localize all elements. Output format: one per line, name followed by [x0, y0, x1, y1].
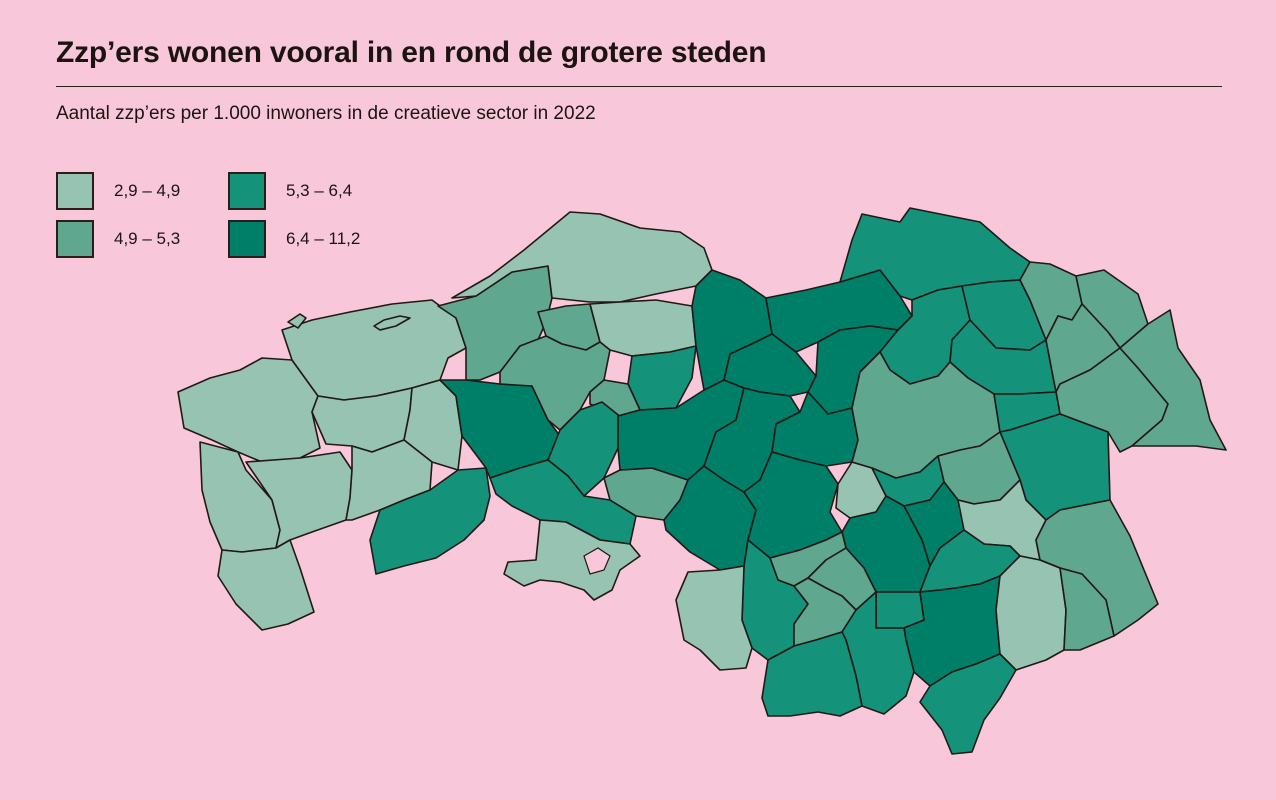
- municipality[interactable]: [217, 539, 315, 631]
- legend-swatch-class-4: [228, 220, 266, 258]
- island: [287, 313, 307, 329]
- municipality[interactable]: [675, 565, 753, 671]
- legend-item-class-4: 6,4 – 11,2: [228, 220, 548, 260]
- municipality[interactable]: [1039, 559, 1115, 651]
- legend-swatch-class-2: [56, 220, 94, 258]
- legend-label-class-1: 2,9 – 4,9: [114, 181, 181, 200]
- map-subtitle: Aantal zzp’ers per 1.000 inwoners in de …: [56, 103, 596, 124]
- municipality[interactable]: [627, 345, 697, 411]
- municipality[interactable]: [489, 459, 637, 545]
- map-title: Zzp’ers wonen vooral in en rond de grote…: [56, 36, 767, 69]
- municipality[interactable]: [245, 451, 353, 549]
- legend-item-class-3: 5,3 – 6,4: [228, 172, 548, 212]
- municipality[interactable]: [995, 555, 1067, 671]
- municipality[interactable]: [369, 467, 491, 575]
- municipality[interactable]: [177, 357, 321, 463]
- municipality[interactable]: [919, 653, 1017, 755]
- legend-label-class-2: 4,9 – 5,3: [114, 229, 181, 248]
- legend-item-class-1: 2,9 – 4,9: [56, 172, 376, 212]
- island: [373, 315, 411, 331]
- legend-label-class-3: 5,3 – 6,4: [286, 181, 353, 200]
- municipality[interactable]: [761, 631, 863, 717]
- legend-item-class-2: 4,9 – 5,3: [56, 220, 376, 260]
- legend-swatch-class-1: [56, 172, 94, 210]
- water-detail: [583, 547, 611, 575]
- legend-swatch-class-3: [228, 172, 266, 210]
- title-divider: [56, 86, 1222, 87]
- municipality[interactable]: [1119, 309, 1227, 451]
- legend-label-class-4: 6,4 – 11,2: [286, 229, 361, 248]
- municipality[interactable]: [503, 519, 641, 601]
